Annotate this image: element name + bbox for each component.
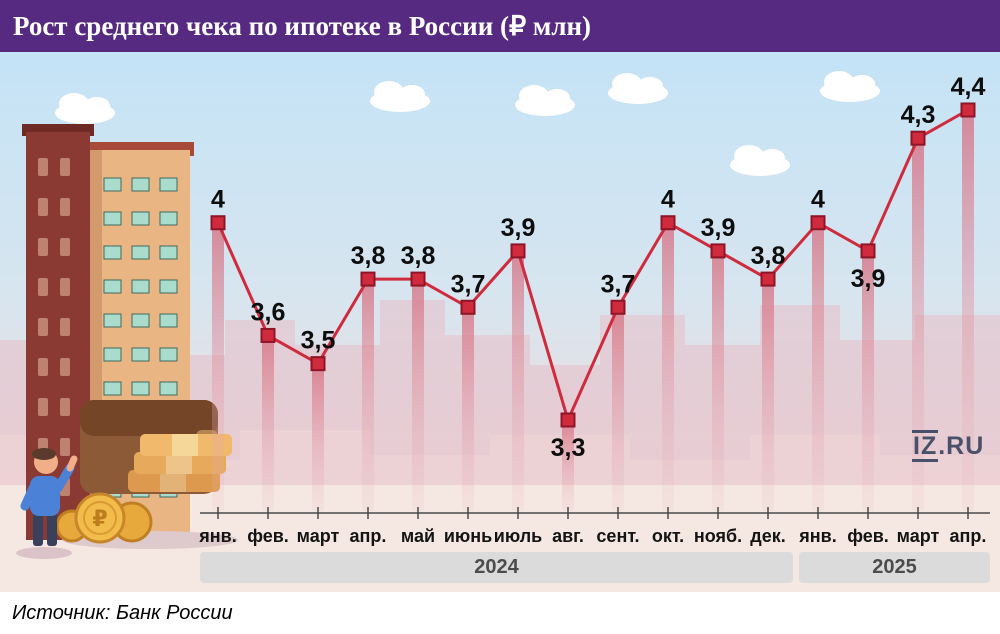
x-axis-label: сент. <box>596 526 639 546</box>
data-point-marker <box>710 243 726 259</box>
data-point-marker <box>910 130 926 146</box>
x-axis-label: март <box>897 526 940 546</box>
data-point-marker <box>310 356 326 372</box>
data-point-marker <box>660 215 676 231</box>
value-label: 3,9 <box>701 214 736 242</box>
x-axis-label: апр. <box>950 526 987 546</box>
header-bar: Рост среднего чека по ипотеке в России (… <box>0 0 1000 52</box>
year-band-2025: 2025 <box>799 552 990 583</box>
value-label: 4,3 <box>901 101 936 129</box>
izru-logo: IZ .RU <box>912 430 985 463</box>
value-label: 4 <box>211 186 225 214</box>
value-bar <box>312 363 324 511</box>
value-bar <box>512 250 524 511</box>
value-label: 3,5 <box>301 327 336 355</box>
data-point-marker <box>360 271 376 287</box>
data-point-marker <box>410 271 426 287</box>
data-point-marker <box>960 102 976 118</box>
footer-bar: Источник: Банк России <box>0 592 1000 634</box>
data-point-marker <box>210 215 226 231</box>
value-bar <box>662 222 674 511</box>
x-axis-label: янв. <box>198 526 236 546</box>
x-axis-label: фев. <box>847 526 889 546</box>
x-axis-label: март <box>297 526 340 546</box>
value-bar <box>262 335 274 511</box>
data-point-marker <box>610 299 626 315</box>
value-bar <box>812 222 824 511</box>
x-axis-label: янв. <box>798 526 836 546</box>
year-band-2024: 2024 <box>200 552 793 583</box>
izru-logo-iz: IZ <box>912 430 939 463</box>
value-bar <box>562 420 574 511</box>
value-bar <box>762 279 774 511</box>
data-point-marker <box>460 299 476 315</box>
value-bar <box>912 138 924 511</box>
x-axis-label: нояб. <box>694 526 742 546</box>
value-label: 3,9 <box>851 265 886 293</box>
value-label: 3,8 <box>351 242 386 270</box>
source-caption: Источник: Банк России <box>12 601 233 624</box>
data-point-marker <box>760 271 776 287</box>
value-label: 3,8 <box>751 242 786 270</box>
ruble-icon: ₽ <box>92 507 107 532</box>
coins-illustration: ₽ <box>55 492 153 544</box>
x-axis-label: авг. <box>552 526 584 546</box>
value-bar <box>612 307 624 511</box>
x-axis-label: окт. <box>652 526 684 546</box>
money-stack-illustration <box>128 434 232 492</box>
value-label: 4 <box>661 186 675 214</box>
value-bar <box>362 279 374 511</box>
x-axis-label: дек. <box>750 526 785 546</box>
value-label: 3,7 <box>601 270 636 298</box>
page-title: Рост среднего чека по ипотеке в России (… <box>13 11 592 41</box>
value-label: 3,7 <box>451 270 486 298</box>
value-bar <box>212 222 224 511</box>
value-label: 3,8 <box>401 242 436 270</box>
izru-logo-ru: .RU <box>938 432 985 460</box>
data-point-marker <box>560 412 576 428</box>
x-axis-label: июнь <box>444 526 492 546</box>
value-label: 3,6 <box>251 298 286 326</box>
year-label: 2025 <box>872 556 917 578</box>
person-illustration <box>16 448 78 559</box>
x-axis-label: июль <box>494 526 543 546</box>
x-axis-label: фев. <box>247 526 289 546</box>
value-bar <box>962 110 974 511</box>
value-label: 3,9 <box>501 214 536 242</box>
data-point-marker <box>860 243 876 259</box>
value-label: 4 <box>811 186 825 214</box>
value-label: 3,3 <box>551 434 586 462</box>
line-series <box>216 108 969 425</box>
value-bar <box>712 250 724 511</box>
data-point-marker <box>260 327 276 343</box>
data-point-marker <box>510 243 526 259</box>
value-label: 4,4 <box>951 73 986 101</box>
data-point-marker <box>810 215 826 231</box>
x-axis-label: апр. <box>350 526 387 546</box>
value-bar <box>412 279 424 511</box>
x-axis-label: май <box>401 526 435 546</box>
value-bar <box>862 250 874 511</box>
value-bar <box>462 307 474 511</box>
year-label: 2024 <box>474 556 519 578</box>
